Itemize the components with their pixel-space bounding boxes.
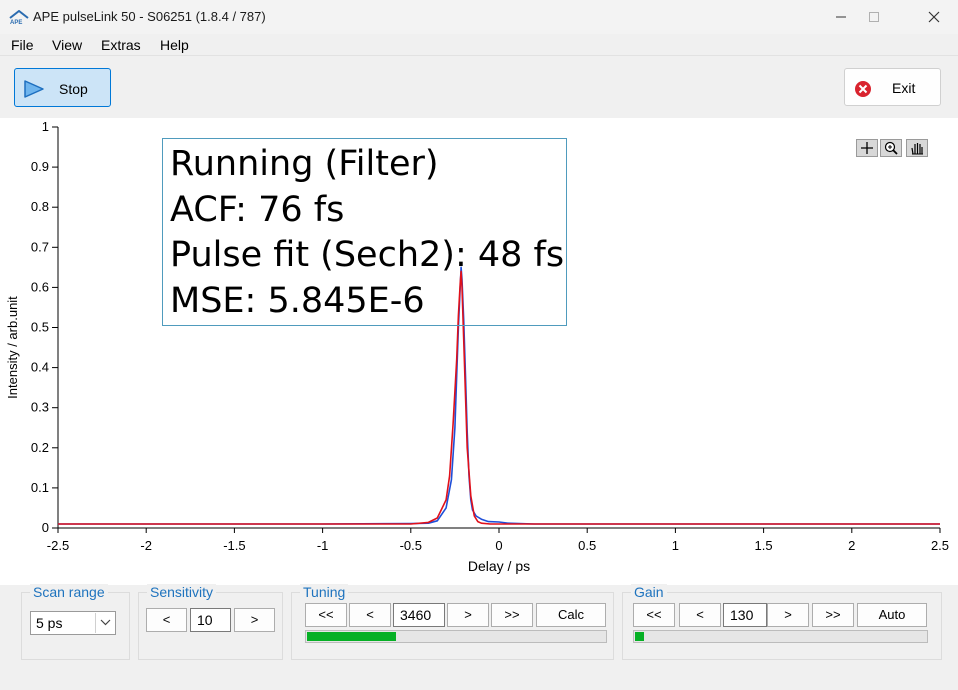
tuning-progress-fill — [307, 632, 397, 641]
auto-button[interactable]: Auto — [857, 603, 927, 627]
title-bar: APE APE pulseLink 50 - S06251 (1.8.4 / 7… — [0, 0, 958, 34]
fit-trace-line — [58, 270, 940, 525]
gain-group: Gain << < 130 > >> Auto — [622, 584, 942, 660]
chevron-down-icon — [100, 619, 111, 626]
gain-label: Gain — [631, 584, 667, 600]
tuning-decrease-button[interactable]: < — [349, 603, 391, 627]
pan-hand-icon — [911, 143, 923, 155]
y-tick-label: 0.8 — [31, 199, 49, 214]
window-title: APE pulseLink 50 - S06251 (1.8.4 / 787) — [33, 9, 266, 24]
scan-range-value: 5 ps — [36, 615, 63, 631]
gain-increase-button[interactable]: > — [767, 603, 809, 627]
y-tick-label: 0.5 — [31, 320, 49, 335]
gain-value[interactable]: 130 — [723, 603, 767, 627]
x-tick-label: 2.5 — [931, 538, 949, 553]
x-tick-label: 1.5 — [755, 538, 773, 553]
tuning-label: Tuning — [300, 584, 349, 600]
x-tick-label: -0.5 — [400, 538, 422, 553]
play-icon — [24, 80, 44, 98]
gain-progress-bar — [633, 630, 928, 643]
ape-logo-icon: APE — [9, 10, 29, 24]
gain-fast-increase-button[interactable]: >> — [812, 603, 854, 627]
zoom-tool[interactable] — [880, 139, 902, 157]
x-axis-label: Delay / ps — [468, 558, 530, 574]
menu-file[interactable]: File — [11, 37, 34, 53]
y-tick-label: 0.9 — [31, 159, 49, 174]
crosshair-tool[interactable] — [856, 139, 878, 157]
sensitivity-label: Sensitivity — [147, 584, 217, 600]
gain-fast-decrease-button[interactable]: << — [633, 603, 675, 627]
tuning-increase-button[interactable]: > — [447, 603, 489, 627]
zoom-icon — [884, 141, 898, 155]
y-tick-label: 0.1 — [31, 480, 49, 495]
x-tick-label: -1 — [317, 538, 329, 553]
pulse-plot: 0 0.1 0.2 0.3 0.4 0.5 0.6 0.7 0.8 0.9 1 -2.5 -2 -1.5 -… — [5, 119, 949, 574]
scan-range-label: Scan range — [30, 584, 108, 600]
maximize-icon — [869, 12, 879, 22]
gain-decrease-button[interactable]: < — [679, 603, 721, 627]
scan-range-group: Scan range 5 ps — [21, 584, 130, 660]
y-axis-label: Intensity / arb.unit — [5, 296, 20, 399]
x-tick-label: 1 — [672, 538, 679, 553]
sensitivity-group: Sensitivity < 10 > — [138, 584, 283, 660]
tuning-group: Tuning << < 3460 > >> Calc — [291, 584, 614, 660]
sensitivity-decrease-button[interactable]: < — [146, 608, 187, 632]
scan-range-dropdown-button[interactable] — [95, 613, 114, 633]
menu-help[interactable]: Help — [160, 37, 189, 53]
scan-range-select[interactable]: 5 ps — [30, 611, 116, 635]
crosshair-icon — [861, 142, 873, 154]
exit-button[interactable]: Exit — [844, 68, 941, 106]
y-tick-label: 0.4 — [31, 360, 49, 375]
tuning-fast-decrease-button[interactable]: << — [305, 603, 347, 627]
status-pulse-fit: Pulse fit (Sech2): 48 fs — [170, 235, 565, 275]
tuning-value[interactable]: 3460 — [393, 603, 445, 627]
y-tick-label: 0.6 — [31, 279, 49, 294]
calc-button[interactable]: Calc — [536, 603, 606, 627]
menu-view[interactable]: View — [52, 37, 83, 53]
maximize-button[interactable] — [851, 0, 897, 34]
y-tick-label: 0.3 — [31, 400, 49, 415]
x-tick-label: 2 — [848, 538, 855, 553]
exit-icon — [855, 81, 871, 97]
pan-tool[interactable] — [906, 139, 928, 157]
close-button[interactable] — [911, 0, 957, 34]
status-mse: MSE: 5.845E-6 — [170, 281, 425, 321]
svg-text:APE: APE — [10, 20, 22, 24]
exit-label: Exit — [892, 80, 916, 96]
x-tick-label: -1.5 — [223, 538, 245, 553]
gain-progress-fill — [635, 632, 644, 641]
status-acf: ACF: 76 fs — [170, 190, 345, 230]
minimize-icon — [836, 16, 846, 18]
tuning-fast-increase-button[interactable]: >> — [491, 603, 533, 627]
y-tick-label: 0.2 — [31, 440, 49, 455]
x-tick-label: -2.5 — [47, 538, 69, 553]
status-annotation: Running (Filter) ACF: 76 fs Pulse fit (S… — [162, 138, 567, 326]
close-icon — [928, 11, 940, 23]
plot-area[interactable]: 0 0.1 0.2 0.3 0.4 0.5 0.6 0.7 0.8 0.9 1 -2.5 -2 -1.5 -… — [0, 118, 958, 585]
y-tick-label: 0.7 — [31, 239, 49, 254]
stop-button[interactable]: Stop — [14, 68, 111, 107]
menu-bar: File View Extras Help — [0, 34, 958, 56]
menu-extras[interactable]: Extras — [101, 37, 141, 53]
stop-label: Stop — [59, 81, 88, 97]
y-tick-label: 1 — [42, 119, 49, 134]
sensitivity-increase-button[interactable]: > — [234, 608, 275, 632]
status-state: Running (Filter) — [170, 144, 439, 184]
x-tick-label: -2 — [140, 538, 152, 553]
x-tick-label: 0 — [495, 538, 502, 553]
y-tick-label: 0 — [42, 520, 49, 535]
minimize-button[interactable] — [818, 0, 864, 34]
x-tick-label: 0.5 — [578, 538, 596, 553]
sensitivity-value[interactable]: 10 — [190, 608, 231, 632]
tuning-progress-bar — [305, 630, 607, 643]
